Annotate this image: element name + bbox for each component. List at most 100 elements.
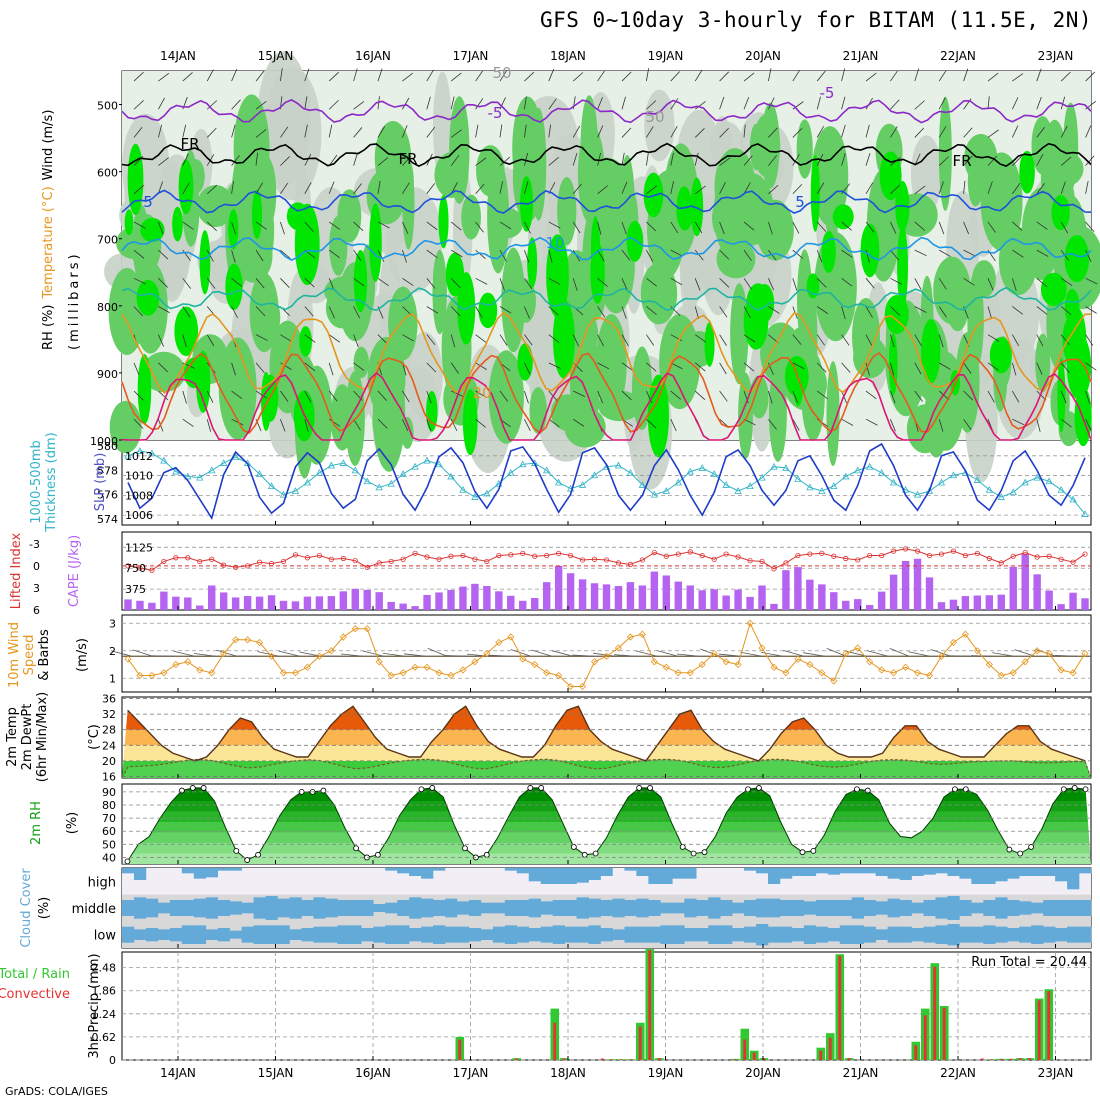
wind-barb (1036, 68, 1042, 82)
wind-speed-point (937, 652, 946, 660)
rh-point (233, 847, 240, 854)
wind-barb (353, 68, 358, 82)
wind-speed-point (1069, 669, 1077, 677)
thickness-point (231, 453, 240, 460)
li-point (400, 556, 406, 562)
footer-credit: GrADS: COLA/IGES (5, 1085, 108, 1098)
cloud-bar (552, 900, 565, 916)
cape-bar (1069, 592, 1077, 610)
cloud-layer-label: low (94, 929, 117, 944)
rh-point (952, 786, 958, 793)
rh-shade-green (529, 387, 547, 434)
precip-tick: 0.62 (92, 1031, 117, 1044)
wind-barb (792, 101, 804, 110)
thickness-tick: 576 (97, 489, 118, 502)
cape-bar (961, 596, 970, 610)
wind-barb (621, 96, 626, 110)
cloud-bar (349, 925, 362, 944)
wind-barb (548, 124, 552, 138)
rh-shade-green (196, 185, 235, 228)
wind-barb (938, 69, 947, 82)
wind-speed-point (399, 669, 407, 677)
thickness-point (471, 493, 479, 500)
li-point (304, 555, 311, 561)
rh-point (592, 850, 599, 857)
wind-barb (475, 249, 486, 259)
pressure-tick: 700 (97, 234, 118, 247)
rh-shade-bright (1019, 150, 1035, 194)
wind-barb (889, 648, 910, 657)
cloud-bar (612, 898, 625, 918)
thickness-point (650, 490, 659, 498)
rh2m-panel (122, 785, 1091, 865)
rh-point (1017, 850, 1024, 857)
rh-tick: 70 (102, 812, 116, 825)
thickness-point (136, 447, 144, 454)
wind-barb (1085, 306, 1097, 314)
cloud-bar (803, 868, 817, 876)
cloud-bar (756, 868, 769, 874)
wind-barb (1060, 181, 1066, 194)
cape-bar (626, 582, 635, 610)
thickness-point (519, 460, 527, 468)
rh-point (255, 851, 261, 858)
wind-speed-point (602, 652, 611, 660)
temp-band (122, 706, 1091, 730)
cloud-bar (397, 900, 410, 916)
cape-lifted-index-panel (122, 546, 1091, 610)
temp-label: 2m Temp2m DewPt(6hr Min/Max) (5, 692, 50, 782)
wind-speed-point (1009, 669, 1017, 677)
rh-shade-bright (897, 225, 908, 309)
temp-tick: 24 (102, 739, 116, 752)
wind-speed-point (220, 649, 228, 658)
wind-speed-point (435, 669, 443, 677)
rh-shade-green (501, 247, 526, 353)
wind-barb (280, 68, 283, 82)
wind-barb (1036, 249, 1049, 257)
cloud-bar (516, 900, 530, 916)
rh-band (122, 801, 1091, 812)
wind-barb (938, 221, 945, 235)
cloud-bar (516, 926, 530, 943)
wind-barb (792, 69, 801, 82)
rh-point (810, 847, 817, 854)
wind-barb (987, 72, 999, 82)
wind-barb (694, 390, 706, 400)
wind-speed-point (579, 682, 587, 691)
contour-label: 50 (645, 108, 664, 126)
wind-barb (255, 70, 265, 82)
thickness-point (806, 483, 814, 491)
wind-barb (816, 334, 825, 346)
wind-barb (158, 221, 164, 235)
wind-barb (743, 334, 756, 343)
wind-barb (865, 72, 877, 82)
label-line: Speed (22, 635, 37, 676)
wind-barb (865, 334, 873, 347)
cape-bar (1033, 574, 1041, 610)
li-point (1082, 551, 1088, 557)
li-point (831, 553, 837, 559)
wind-barb (304, 221, 314, 232)
wind-barb (475, 390, 487, 399)
wind-barb (646, 249, 654, 262)
wind-barb (914, 390, 923, 402)
wind-barb (182, 390, 187, 404)
wind-barb (158, 72, 170, 82)
thickness-point (794, 475, 802, 482)
li-point (137, 565, 143, 571)
precip-conv-bar (743, 1039, 747, 1060)
cloud-bar (648, 868, 661, 884)
cloud-bar (636, 868, 649, 876)
wind-tick: 2 (109, 645, 116, 658)
wind-barb (914, 306, 927, 313)
wind-barb (304, 96, 308, 110)
wind-barb (635, 650, 658, 657)
cloud-bar (552, 925, 565, 944)
wind-barb (694, 306, 700, 320)
li-point (1022, 550, 1028, 556)
wind-barb (597, 70, 606, 82)
wind-barb (1060, 221, 1069, 234)
cape-bar (806, 579, 814, 610)
rh-band (122, 811, 1091, 823)
wind-barb (597, 185, 608, 195)
